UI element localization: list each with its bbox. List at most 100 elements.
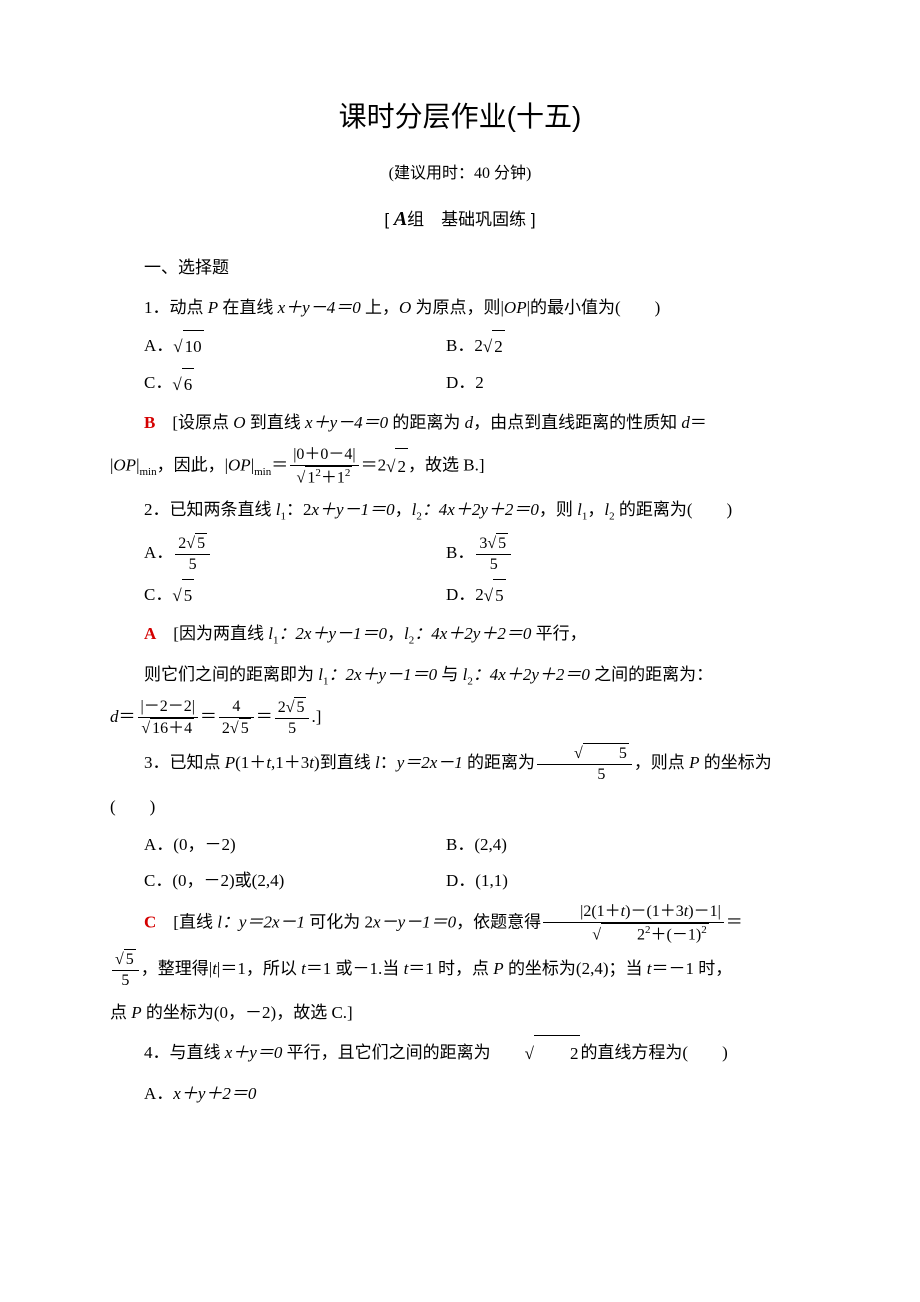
sol-text: ，由点到直线距离的性质知: [473, 413, 681, 432]
q2-text: 的距离为( ): [615, 500, 733, 519]
denominator: √22＋(－1)2: [543, 922, 724, 945]
q3-text: ：: [380, 753, 397, 772]
q3-paren: ( ): [110, 789, 810, 825]
sol-text: 的距离为: [388, 413, 465, 432]
q3-opt-d: D．(1,1): [446, 865, 810, 897]
radicand: 5: [493, 579, 506, 612]
var-op: OP: [113, 455, 136, 474]
q2-opt-d: D．2√5: [446, 579, 810, 613]
q1-options-cd: C．√6 D．2: [110, 367, 810, 401]
sol-text: 到直线: [246, 413, 306, 432]
sol-eq: ：4x＋2y＋2＝0: [473, 665, 590, 684]
sol-text: [直线: [156, 912, 217, 931]
q2-opt-c: C．√5: [110, 579, 446, 613]
denominator: 5: [275, 718, 310, 739]
q1-text: |的最小值为( ): [527, 298, 661, 317]
q3-text: (1＋: [235, 753, 266, 772]
sol-text: ＝1 时，点: [408, 959, 493, 978]
sol-eq: x＋y－4＝0: [305, 413, 388, 432]
opt-label: C．: [144, 585, 172, 604]
q4-opt-eq: x＋y＋2＝0: [173, 1084, 256, 1103]
q3-stem: 3．已知点 P(1＋t,1＋3t)到直线 l：y＝2x－1 的距离为√55，则点…: [110, 743, 810, 785]
sol-text: ，依题意得: [456, 912, 541, 931]
num: ＋(－1): [651, 926, 702, 943]
q1-text: 为原点，则|: [411, 298, 504, 317]
q3-solution-line3: 点 P 的坐标为(0，－2)，故选 C.]: [110, 995, 810, 1031]
radicand: 16＋4: [150, 718, 194, 739]
q1-opt-b: B．2√2: [446, 330, 810, 364]
q1-solution-line2: |OP|min，因此，|OP|min＝|0＋0－4|√12＋12＝2√2，故选 …: [110, 445, 810, 488]
sol-text: ＝－1 时，: [652, 959, 733, 978]
q2-options-ab: A．2√55 B．3√55: [110, 533, 810, 575]
category-heading: 一、选择题: [110, 252, 810, 284]
q3-options-ab: A．(0，－2) B．(2,4): [110, 829, 810, 861]
answer-letter: C: [144, 912, 156, 931]
q2-text: ，: [395, 500, 412, 519]
q1-stem: 1．动点 P 在直线 x＋y－4＝0 上，O 为原点，则|OP|的最小值为( ): [110, 290, 810, 326]
denominator: 5: [476, 554, 511, 575]
numerator: 2√5: [275, 697, 310, 718]
sol-text: 平行，: [531, 624, 586, 643]
answer-letter: A: [144, 624, 156, 643]
q3-text: 3．已知点: [144, 753, 225, 772]
q3-text: ，则点: [634, 753, 689, 772]
denominator: √12＋12: [290, 465, 358, 488]
denominator: 5: [537, 764, 632, 785]
radicand: 5: [195, 533, 207, 554]
q2-text: ：2: [286, 500, 312, 519]
radicand: 2: [492, 330, 505, 363]
radicand: 5: [124, 949, 136, 970]
sol-text: ＝: [271, 455, 288, 474]
num: 2: [222, 720, 230, 737]
q4-text: 4．与直线: [144, 1043, 225, 1062]
section-text: 组 基础巩固练 ]: [407, 210, 535, 229]
var-op: OP: [228, 455, 251, 474]
radicand: 5: [294, 697, 306, 718]
numerator: 4: [219, 697, 254, 717]
q2-stem: 2．已知两条直线 l1：2x＋y－1＝0，l2：4x＋2y＋2＝0，则 l1，l…: [110, 492, 810, 528]
radicand: 5: [583, 743, 629, 764]
opt-label: B．2: [446, 336, 483, 355]
q2-opt-a: A．2√55: [110, 533, 446, 575]
radicand: 5: [182, 579, 195, 612]
var-d: d: [110, 707, 119, 726]
sol-text: ，故选 B.]: [408, 455, 485, 474]
q4-text: 平行，且它们之间的距离为: [282, 1043, 490, 1062]
q4-opt-a: A．x＋y＋2＝0: [110, 1076, 810, 1112]
q2-text: ，则: [539, 500, 577, 519]
sol-text: ，因此，|: [157, 455, 228, 474]
opt-label: B．: [446, 542, 474, 561]
sol-text: ＝2: [361, 455, 387, 474]
sol-text: .]: [311, 707, 321, 726]
var-d: d: [465, 413, 474, 432]
q3-text: )到直线: [314, 753, 375, 772]
q3-solution-line2: √55，整理得|t|＝1，所以 t＝1 或－1.当 t＝1 时，点 P 的坐标为…: [110, 949, 810, 991]
q2-text: 2．已知两条直线: [144, 500, 276, 519]
q1-opt-a: A．√10: [110, 330, 446, 364]
numerator: |0＋0－4|: [290, 445, 358, 465]
numerator: |－2－2|: [138, 697, 198, 717]
sol-eq: ：4x＋2y＋2＝0: [414, 624, 531, 643]
group-a-label: A: [394, 208, 407, 230]
radicand: 10: [183, 330, 204, 363]
q3-text: 的坐标为: [699, 753, 771, 772]
q2-options-cd: C．√5 D．2√5: [110, 579, 810, 613]
q4-eq: x＋y＝0: [225, 1043, 283, 1062]
q3-opt-b: B．(2,4): [446, 829, 810, 861]
sol-text: |＝1，所以: [217, 959, 301, 978]
sol-text: 则它们之间的距离即为: [144, 665, 318, 684]
time-suggestion: (建议用时：40 分钟): [110, 159, 810, 189]
q2-solution-line3: d＝|－2－2|√16＋4＝42√5＝2√55.]: [110, 697, 810, 739]
sol-text: 可化为 2: [305, 912, 373, 931]
num: 2: [278, 699, 286, 716]
sol-text: 的坐标为(2,4)；当: [504, 959, 647, 978]
eq: ＝: [119, 707, 136, 726]
q3-text: ,1＋3: [271, 753, 309, 772]
denominator: √16＋4: [138, 717, 198, 739]
sol-text: 与: [437, 665, 463, 684]
var-p: P: [131, 1003, 141, 1022]
num: 2: [637, 926, 645, 943]
subscript: min: [139, 466, 156, 478]
q3-eq: y＝2x－1: [397, 753, 463, 772]
denominator: 2√5: [219, 717, 254, 739]
